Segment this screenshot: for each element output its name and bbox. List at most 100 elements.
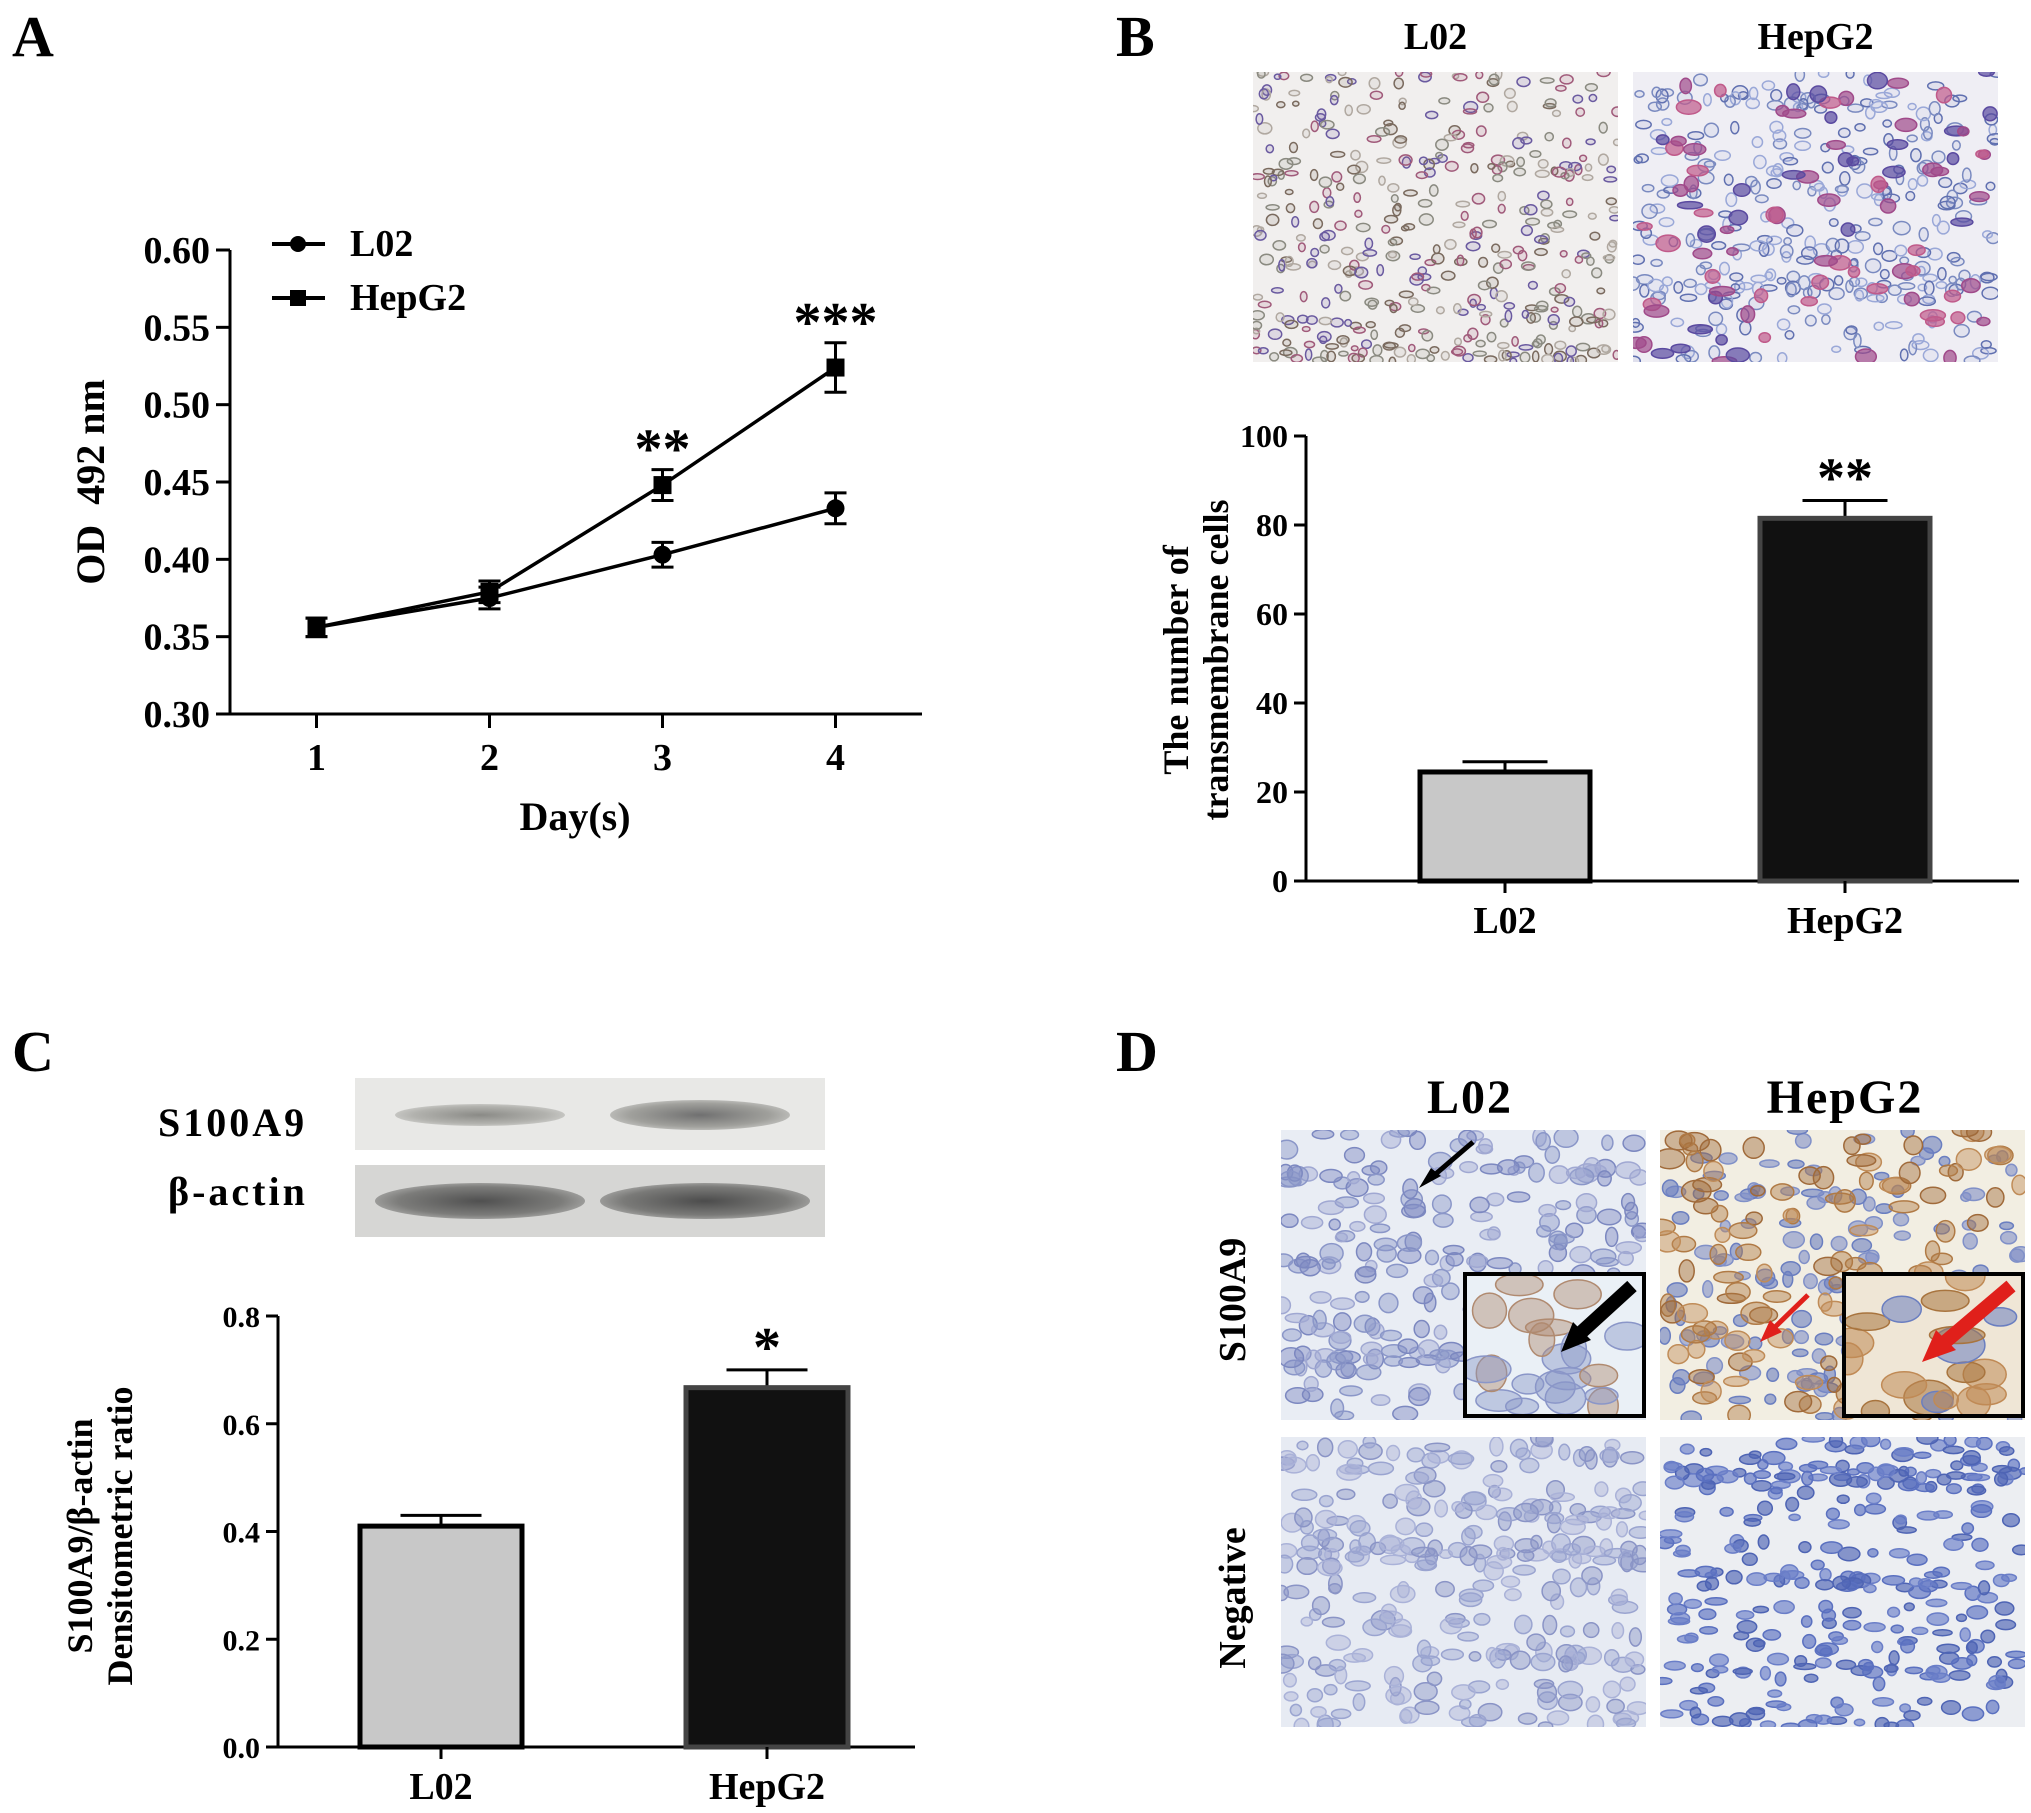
cell [1255, 113, 1264, 125]
cell [1486, 1256, 1514, 1270]
ihc-s100a9-hepg2-inset [1842, 1272, 2025, 1418]
cell [1634, 90, 1645, 98]
ihc-negative-l02-cells [1281, 1437, 1646, 1727]
cell [1757, 1534, 1770, 1550]
cell [1660, 1676, 1673, 1686]
cell [1846, 239, 1865, 254]
cell [1346, 1514, 1367, 1534]
cell [1759, 1159, 1780, 1168]
cell [1581, 1566, 1603, 1586]
cell [1325, 75, 1334, 84]
cell [1305, 1349, 1322, 1370]
cell [1362, 1437, 1377, 1449]
cell [1933, 1389, 1960, 1410]
cell [1620, 1192, 1636, 1212]
cell [1319, 244, 1330, 254]
cell [1439, 1617, 1463, 1635]
series-line-hepg2 [316, 366, 837, 630]
cell [1780, 1186, 1801, 1197]
cell [1745, 97, 1761, 110]
cell [1389, 303, 1398, 314]
cell [1265, 204, 1280, 211]
cell [1379, 1554, 1407, 1566]
bar-hepg2 [683, 1385, 851, 1750]
cell [1673, 280, 1684, 294]
cell [1279, 349, 1293, 357]
cell [1884, 321, 1903, 330]
cell [1355, 222, 1371, 233]
cell [1812, 1165, 1835, 1190]
cell [1739, 320, 1752, 336]
cell [1253, 320, 1263, 331]
cell [1903, 1135, 1924, 1156]
cell [1817, 193, 1841, 207]
cell [1300, 1215, 1324, 1230]
cell [1541, 353, 1555, 362]
cell [1337, 72, 1347, 77]
cell [1714, 1226, 1731, 1244]
blot-label-s100a9: S100A9 [158, 1100, 308, 1145]
cell [1302, 128, 1311, 139]
cell [1605, 197, 1618, 206]
cell [1680, 1410, 1703, 1420]
cell [2019, 1467, 2025, 1476]
cell [1749, 239, 1768, 252]
cell [1817, 72, 1830, 79]
cell [1534, 169, 1550, 179]
cell [1950, 217, 1974, 227]
panel-b-bars: ** [1417, 448, 1933, 884]
cell [1950, 1581, 1973, 1591]
cell [1660, 1230, 1682, 1253]
y-tick-label: 80 [1256, 507, 1288, 543]
cell [1803, 1273, 1818, 1290]
cell [1478, 310, 1493, 318]
cell [1854, 1133, 1872, 1145]
cell [1840, 222, 1856, 237]
cell [2011, 1544, 2025, 1556]
cell [1491, 243, 1501, 254]
cell [1428, 184, 1439, 197]
cell [1544, 1145, 1561, 1164]
cell [1842, 1619, 1862, 1631]
cell [1352, 326, 1366, 334]
cell [1718, 1152, 1738, 1165]
cell [1267, 328, 1283, 341]
cell [1586, 1714, 1605, 1727]
cell [1469, 228, 1477, 240]
cell [2001, 1513, 2021, 1528]
cell [1881, 1574, 1906, 1586]
cell [1296, 1556, 1319, 1576]
cell [1494, 1649, 1512, 1661]
cell [1724, 1543, 1742, 1554]
cell [1325, 128, 1340, 140]
cell [1975, 149, 1990, 159]
cell [1259, 253, 1275, 266]
cell [1323, 1683, 1338, 1696]
cell [1854, 289, 1865, 302]
cell [1586, 316, 1601, 324]
cell [1578, 154, 1588, 163]
panel-d-row-label-s100a9: S100A9 [1212, 1238, 1254, 1363]
cell [1950, 1460, 1964, 1471]
cell [1378, 175, 1386, 186]
cell [1697, 225, 1717, 243]
cell [1353, 1314, 1377, 1333]
cell [1643, 304, 1670, 318]
cell [1281, 1139, 1299, 1160]
cell [1321, 1616, 1346, 1628]
cell [1589, 1248, 1617, 1265]
cell [1581, 252, 1592, 260]
cell [1858, 1171, 1874, 1191]
cell [1867, 1547, 1879, 1558]
cell [1836, 1494, 1850, 1505]
cell [1409, 253, 1421, 261]
x-tick-label: 4 [826, 737, 845, 779]
cell [1413, 1681, 1438, 1702]
y-tick-label: 40 [1256, 685, 1288, 721]
cell [1358, 279, 1374, 290]
cell [1904, 1666, 1924, 1675]
cell [1959, 179, 1977, 190]
cell [1776, 318, 1791, 331]
cell [1849, 1224, 1879, 1237]
cell [1770, 88, 1783, 102]
